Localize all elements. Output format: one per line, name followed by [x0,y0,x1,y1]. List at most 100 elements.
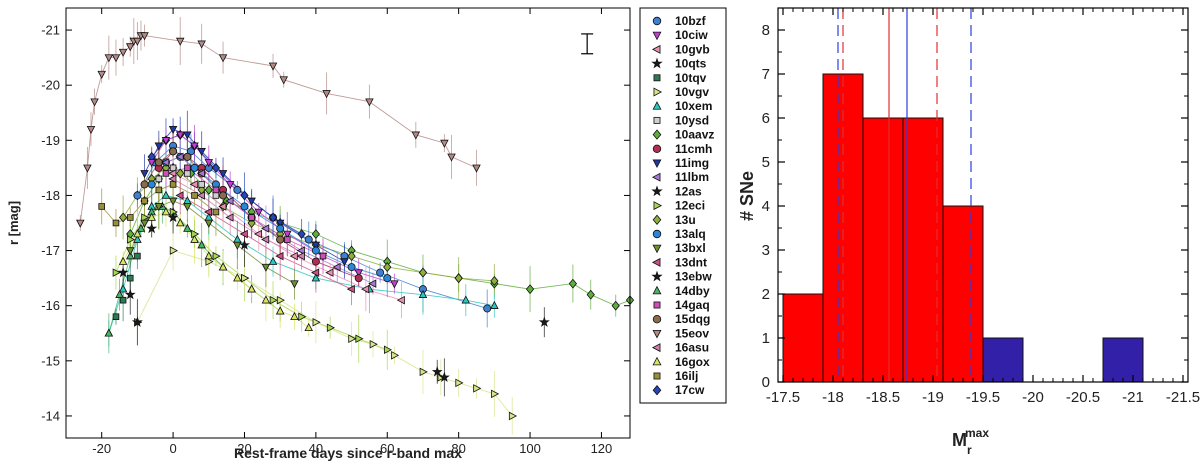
data-point-16ilj [155,186,163,194]
data-point-10ciw [161,137,171,146]
legend-label-10aavz: 10aavz [675,128,714,142]
data-point-15dqg [169,147,178,156]
x-tick-label: 0 [169,441,176,456]
y-tick-label: 5 [762,154,770,171]
histogram-y-label: # SNe [737,171,757,221]
legend-label-10xem: 10xem [675,99,712,113]
legend-label-12eci: 12eci [675,199,705,213]
data-point-10tqv [134,252,141,260]
x-tick-label: 60 [380,441,394,456]
data-point-15eov [140,32,149,41]
light-curve-y-label: r [mag] [6,201,21,245]
data-point-10tqv [119,296,127,304]
data-point-15eov [111,54,121,63]
data-point-14gaq [284,236,291,243]
legend-marker-14gaq [653,301,661,309]
data-point-11img [340,258,349,267]
legend-marker-14dby [652,285,662,295]
data-point-14dby [197,240,206,249]
data-point-13alq [190,163,199,172]
legend-label-13bxl: 13bxl [675,241,706,255]
data-point-10vgv [276,295,285,305]
data-point-15eov [218,54,228,63]
legend-label-11img: 11img [675,156,709,170]
data-point-13dnt [203,207,213,217]
y-tick-label: -19 [41,133,60,148]
data-point-15eov [83,164,92,173]
data-point-16ilj [98,203,105,210]
data-point-10aavz [568,278,578,289]
data-point-10tqv [126,274,134,282]
data-point-10vgv [348,334,357,344]
y-tick-label: -21 [41,23,60,38]
x-tick-label: 20 [237,441,251,456]
data-point-11lbm [296,246,305,255]
data-point-12eci [298,312,307,321]
data-point-15eov [279,76,289,85]
y-tick-label: 0 [762,374,770,391]
series-line-14gaq [165,167,324,257]
legend-label-13ebw: 13ebw [675,270,712,284]
legend-marker-10gvb [651,44,661,54]
light-curve-panel: -20 0 20 40 60 80 100 120 -14 -15 -16 -17 -18 -19 -20 -… [6,7,635,461]
data-point-13bxl [233,241,242,250]
legend-label-16gox: 16gox [675,355,710,369]
data-point-10xem [118,284,128,293]
data-point-10vgv [491,389,500,399]
data-point-11lbm [332,262,341,272]
data-point-13ebw [431,366,443,377]
legend-marker-15eov [652,329,662,339]
legend-label-11lbm: 11lbm [675,170,709,184]
data-point-10vgv [312,317,321,327]
typical-error-bar [581,33,594,55]
legend-marker-11cmh [652,144,662,153]
data-point-10aavz [204,184,213,195]
x-tick-label: -21 [1122,389,1144,406]
y-tick-label: -16 [41,298,60,313]
histogram-bar [942,205,984,383]
x-tick-label: -20 [1022,389,1044,406]
data-point-10gvb [361,284,370,294]
data-point-10ciw [390,280,399,289]
data-point-16asu [168,174,177,184]
legend-marker-15dqg [652,315,662,324]
data-point-17cw [240,190,249,201]
data-point-12eci [126,235,136,244]
data-point-15eov [447,153,456,162]
data-point-16asu [225,213,234,222]
data-point-10ciw [175,131,185,140]
legend-marker-12as [651,185,663,197]
data-point-11lbm [261,224,270,233]
legend-label-16asu: 16asu [675,341,709,355]
histogram-bar [1102,337,1144,383]
data-point-14gaq [184,164,191,172]
legend-label-16ilj: 16ilj [675,369,698,383]
data-point-10bzf [133,191,142,200]
y-tick-label: 2 [762,286,770,303]
series-line-13bxl [129,200,295,284]
data-point-13alq [347,263,356,272]
data-point-11lbm [368,279,377,288]
data-point-16gox [290,311,299,320]
data-point-13bxl [183,203,192,212]
x-tick-label: 40 [309,441,323,456]
legend-marker-11img [652,159,662,169]
data-point-10qts [438,371,450,382]
x-tick-label: -19.5 [966,389,1000,406]
data-point-10vgv [241,273,250,283]
data-point-14dby [104,328,114,337]
y-tick-label: -20 [41,78,60,93]
data-point-14dby [136,223,146,232]
x-tick-label: -21.5 [1166,389,1200,406]
data-point-13u [418,267,428,278]
data-point-10ysd [155,175,163,183]
data-point-16gox [175,218,185,227]
data-point-13u [383,262,392,273]
data-point-15eov [76,219,85,228]
data-point-11cmh [354,274,363,283]
data-point-13bxl [168,197,178,206]
legend-marker-16gox [652,356,662,366]
data-point-10xem [461,295,471,304]
data-point-16gox [118,256,128,265]
x-tick-label: -18.5 [866,389,900,406]
